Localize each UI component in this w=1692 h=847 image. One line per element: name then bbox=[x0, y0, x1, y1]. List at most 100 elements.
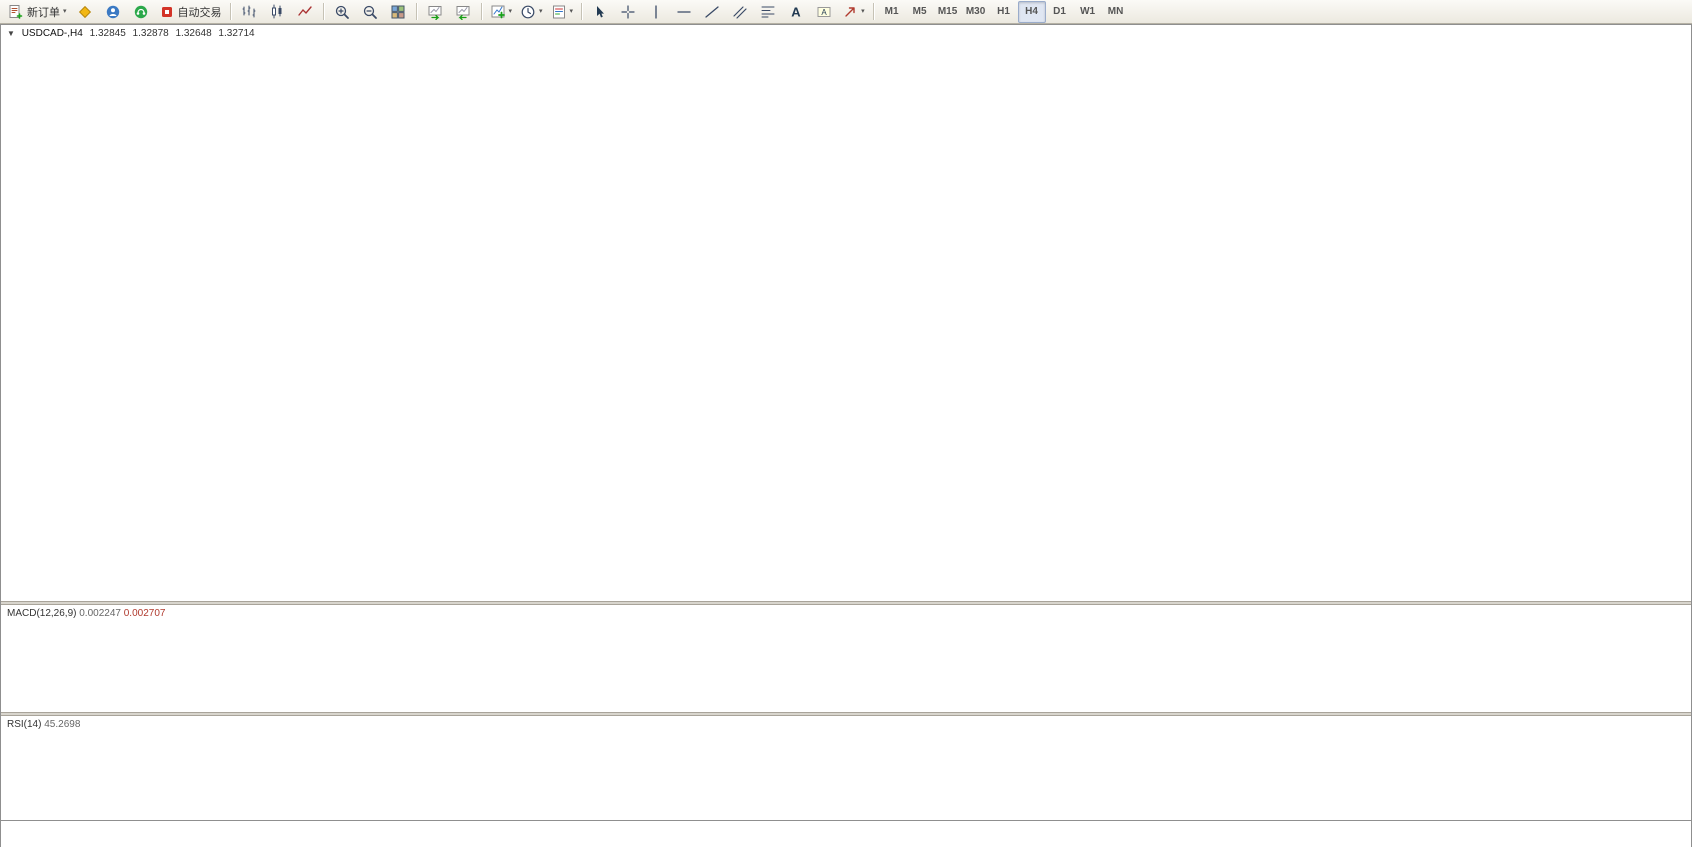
text-button[interactable]: A bbox=[782, 1, 810, 23]
timeframe-mn-button[interactable]: MN bbox=[1102, 1, 1130, 23]
candlestick-icon bbox=[269, 4, 285, 20]
vertical-line-button[interactable] bbox=[642, 1, 670, 23]
bar-chart-button[interactable] bbox=[235, 1, 263, 23]
metaeditor-button[interactable] bbox=[71, 1, 99, 23]
timeframe-d1-button-label: D1 bbox=[1053, 6, 1066, 17]
new-order-button-label: 新订单 bbox=[27, 6, 60, 19]
timeframe-m30-button-label: M30 bbox=[965, 6, 986, 17]
timeframe-m1-button[interactable]: M1 bbox=[878, 1, 906, 23]
pane-divider[interactable] bbox=[1, 712, 1691, 716]
macd-main-value: 0.002247 bbox=[79, 608, 121, 619]
line-chart-button[interactable] bbox=[291, 1, 319, 23]
rsi-title: RSI(14) bbox=[7, 719, 42, 730]
macd-signal-value: 0.002707 bbox=[123, 608, 166, 619]
zoom-out-button[interactable] bbox=[356, 1, 384, 23]
timeframe-mn-button-label: MN bbox=[1107, 6, 1124, 17]
chevron-down-icon: ▾ bbox=[508, 8, 513, 15]
timeframe-m15-button[interactable]: M15 bbox=[934, 1, 962, 23]
market-button[interactable] bbox=[99, 1, 127, 23]
horizontal-line-icon bbox=[676, 4, 692, 20]
channel-button[interactable] bbox=[726, 1, 754, 23]
tile-windows-button[interactable] bbox=[384, 1, 412, 23]
one-click-trading-toggle[interactable]: ▼ bbox=[7, 29, 15, 38]
svg-text:A: A bbox=[821, 7, 827, 16]
timeframe-m1-button-label: M1 bbox=[884, 6, 899, 17]
clock-icon bbox=[520, 4, 536, 20]
timeframe-m30-button[interactable]: M30 bbox=[962, 1, 990, 23]
arrow-object-icon bbox=[842, 4, 858, 20]
rsi-header: RSI(14) 45.2698 bbox=[7, 719, 80, 730]
timeframe-w1-button-label: W1 bbox=[1080, 6, 1096, 17]
zoom-in-button[interactable] bbox=[328, 1, 356, 23]
line-chart-icon bbox=[297, 4, 313, 20]
timeframe-w1-button[interactable]: W1 bbox=[1074, 1, 1102, 23]
autotrading-icon bbox=[159, 4, 175, 20]
pane-divider[interactable] bbox=[1, 601, 1691, 605]
horizontal-line-button[interactable] bbox=[670, 1, 698, 23]
rsi-value: 45.2698 bbox=[44, 719, 81, 730]
macd-header: MACD(12,26,9) 0.002247 0.002707 bbox=[7, 608, 165, 619]
crosshair-button[interactable] bbox=[614, 1, 642, 23]
timeframe-h4-button[interactable]: H4 bbox=[1017, 0, 1046, 23]
indicators-button[interactable]: ▾ bbox=[486, 1, 517, 23]
crosshair-icon bbox=[620, 4, 636, 20]
trendline-button[interactable] bbox=[698, 1, 726, 23]
zoom-out-icon bbox=[362, 4, 378, 20]
rsi-pane[interactable] bbox=[1, 716, 1691, 820]
chart-shift-icon bbox=[455, 4, 471, 20]
svg-text:A: A bbox=[791, 4, 801, 19]
timeframe-h1-button[interactable]: H1 bbox=[990, 1, 1018, 23]
toolbar: 新订单 ▾ 自动交易 ▾ ▾ ▾ A A ▾ M1 M5 M15 M30 H1 H4 D1 W1 MN bbox=[0, 0, 1692, 24]
toolbar-separator bbox=[581, 3, 583, 20]
chevron-down-icon: ▾ bbox=[63, 8, 67, 15]
time-axis[interactable] bbox=[1, 820, 1691, 847]
channel-icon bbox=[732, 4, 748, 20]
main-chart-pane[interactable] bbox=[1, 25, 1691, 601]
autotrading-button-label: 自动交易 bbox=[177, 6, 222, 19]
template-icon bbox=[551, 4, 567, 20]
toolbar-separator bbox=[480, 3, 482, 20]
cursor-button[interactable] bbox=[586, 1, 614, 23]
indicators-icon bbox=[490, 4, 506, 20]
fibonacci-icon bbox=[760, 4, 776, 20]
trendline-icon bbox=[704, 4, 720, 20]
zoom-in-icon bbox=[334, 4, 350, 20]
chevron-down-icon: ▾ bbox=[861, 8, 865, 15]
chevron-down-icon: ▾ bbox=[569, 8, 574, 15]
chart-shift-button[interactable] bbox=[449, 1, 477, 23]
periods-button[interactable]: ▾ bbox=[516, 1, 547, 23]
label-button[interactable]: A bbox=[810, 1, 838, 23]
timeframe-m5-button[interactable]: M5 bbox=[906, 1, 934, 23]
toolbar-separator bbox=[229, 3, 231, 20]
chevron-down-icon: ▾ bbox=[539, 8, 543, 15]
timeframe-h4-button-label: H4 bbox=[1025, 6, 1038, 17]
toolbar-separator bbox=[415, 3, 417, 20]
cursor-icon bbox=[592, 4, 608, 20]
macd-pane[interactable] bbox=[1, 605, 1691, 712]
bar-chart-icon bbox=[241, 4, 257, 20]
candlestick-chart-button[interactable] bbox=[263, 1, 291, 23]
toolbar-separator bbox=[872, 3, 874, 20]
market-icon bbox=[105, 4, 121, 20]
timeframe-h1-button-label: H1 bbox=[997, 6, 1010, 17]
macd-title: MACD(12,26,9) bbox=[7, 608, 77, 619]
open-value: 1.32845 bbox=[89, 28, 126, 39]
metaeditor-icon bbox=[77, 4, 93, 20]
fibonacci-button[interactable] bbox=[754, 1, 782, 23]
templates-button[interactable]: ▾ bbox=[547, 1, 578, 23]
label-icon: A bbox=[816, 4, 832, 20]
new-order-button[interactable]: 新订单 ▾ bbox=[4, 1, 71, 23]
vertical-line-icon bbox=[648, 4, 664, 20]
arrows-button[interactable]: ▾ bbox=[838, 1, 869, 23]
auto-scroll-icon bbox=[427, 4, 443, 20]
community-icon bbox=[133, 4, 149, 20]
toolbar-separator bbox=[322, 3, 324, 20]
high-value: 1.32878 bbox=[132, 28, 169, 39]
community-button[interactable] bbox=[127, 1, 155, 23]
autotrading-button[interactable]: 自动交易 bbox=[155, 1, 226, 23]
timeframe-m5-button-label: M5 bbox=[912, 6, 927, 17]
timeframe-m15-button-label: M15 bbox=[937, 6, 958, 17]
text-icon: A bbox=[788, 4, 804, 20]
timeframe-d1-button[interactable]: D1 bbox=[1046, 1, 1074, 23]
auto-scroll-button[interactable] bbox=[421, 1, 449, 23]
